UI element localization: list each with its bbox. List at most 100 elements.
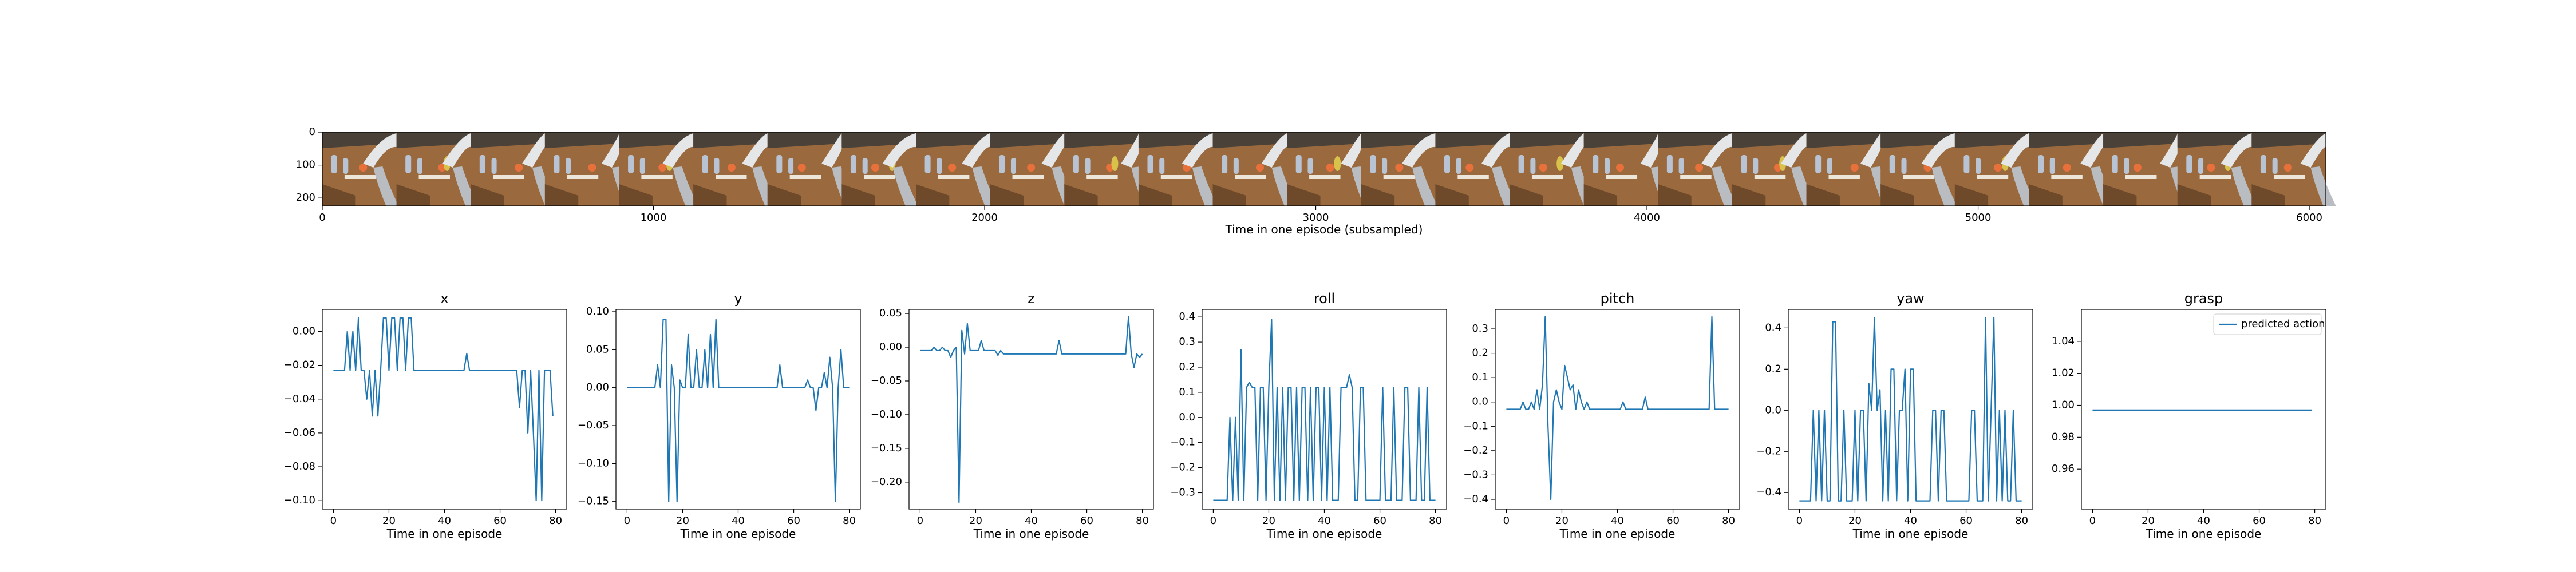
- frame-cloth: [1160, 175, 1192, 179]
- frame-robot-arm: [522, 133, 545, 168]
- ytick-label: 0.3: [1179, 336, 1195, 348]
- ytick-label: −0.05: [578, 419, 609, 431]
- frame-robot-arm: [1931, 166, 1957, 206]
- frame-banana: [1334, 156, 1341, 171]
- frame-table: [544, 144, 619, 206]
- frame-23: [1954, 132, 2037, 206]
- ytick-label: 0.00: [293, 325, 315, 337]
- frame-bottle: [1307, 158, 1313, 174]
- frame-bottle: [1444, 155, 1450, 173]
- frame-17: [1510, 132, 1597, 206]
- ytick-label: 0.0: [1765, 404, 1781, 416]
- legend-box: [2213, 313, 2322, 335]
- frame-20: [1732, 132, 1817, 206]
- frame-bottle: [1815, 155, 1822, 173]
- frame-cloth: [864, 175, 895, 179]
- panel-xlabel: Time in one episode: [1559, 527, 1676, 541]
- panel-title: grasp: [2184, 291, 2223, 307]
- frame-bottle: [2272, 158, 2278, 174]
- ytick-label: 0.1: [1179, 386, 1195, 398]
- frame-bottle: [1827, 158, 1832, 174]
- frame-bottle: [1976, 158, 1981, 174]
- panel-yaw: 0 20 40 60 80 −0.4 −0.2 0.0 0.2 0.4 yaw Time in one…: [1756, 291, 2033, 541]
- frame-table-edge: [1212, 184, 1246, 206]
- frame-cloth: [418, 175, 450, 179]
- xtick-label: 20: [2142, 515, 2155, 527]
- frame-table-edge: [322, 184, 356, 206]
- frame-bottle: [1456, 158, 1461, 174]
- xtick-label: 80: [1136, 515, 1149, 527]
- panel-title: z: [1028, 291, 1035, 307]
- frame-bottle: [1678, 158, 1684, 174]
- frame-bottle: [2112, 155, 2118, 173]
- frame-table-edge: [916, 184, 950, 206]
- frame-robot-arm: [742, 133, 768, 168]
- frame-table-edge: [396, 184, 430, 206]
- frame-5: [619, 132, 698, 206]
- frame-orange: [948, 164, 957, 172]
- series-line-yaw: [1799, 317, 2022, 502]
- frame-bottle: [1010, 158, 1016, 174]
- frame-bottle: [343, 158, 349, 174]
- ytick-label: −0.02: [284, 359, 315, 371]
- frame-orange: [588, 164, 596, 172]
- frame-19: [1658, 132, 1737, 206]
- frame-cloth: [2125, 175, 2157, 179]
- filmstrip-xtick-label: 0: [319, 212, 325, 224]
- frame-robot-arm: [2300, 133, 2326, 168]
- xtick-label: 80: [843, 515, 856, 527]
- frame-table: [1806, 144, 1881, 206]
- frame-table-edge: [1880, 184, 1914, 206]
- frame-table: [1583, 144, 1658, 206]
- frame-10: [990, 132, 1077, 206]
- panel-xlabel: Time in one episode: [1266, 527, 1382, 541]
- filmstrip-xtick-label: 4000: [1634, 212, 1660, 224]
- frame-robot-arm: [1192, 166, 1218, 206]
- ytick-label: −0.10: [578, 457, 609, 469]
- frame-cloth: [1754, 175, 1786, 179]
- frame-26: [2177, 132, 2257, 206]
- ytick-label: −0.3: [1463, 468, 1488, 480]
- frame-cloth: [789, 175, 821, 179]
- xtick-label: 40: [732, 515, 745, 527]
- frame-bottle: [1382, 158, 1388, 174]
- frame-table-edge: [471, 184, 504, 206]
- frame-8: [841, 132, 918, 206]
- frame-orange: [1395, 164, 1404, 172]
- frame-table-edge: [1435, 184, 1469, 206]
- frame-robot-arm: [1560, 133, 1584, 168]
- frame-6: [693, 132, 778, 206]
- frame-cloth: [344, 175, 376, 179]
- filmstrip-xtick-label: 5000: [1965, 212, 1992, 224]
- ytick-label: −0.3: [1170, 486, 1195, 498]
- filmstrip-xtick-label: 3000: [1303, 212, 1329, 224]
- frame-robot-arm: [882, 133, 916, 168]
- panel-xlabel: Time in one episode: [386, 527, 503, 541]
- panel-pitch: 0 20 40 60 80 −0.4 −0.3 −0.2 −0.1 0.0 0.1 0.2 0.3 pit…: [1463, 291, 1740, 541]
- frame-cloth: [1309, 175, 1341, 179]
- frame-bottle: [405, 155, 412, 173]
- frame-robot-arm: [1712, 166, 1737, 206]
- xtick-label: 40: [1318, 515, 1331, 527]
- panel-xlabel: Time in one episode: [973, 527, 1089, 541]
- frame-bottle: [702, 155, 708, 173]
- frame-bottle: [1370, 155, 1376, 173]
- frame-orange: [1027, 164, 1036, 172]
- xtick-label: 20: [1848, 515, 1862, 527]
- frame-bottle: [776, 155, 783, 173]
- frame-bottle: [2198, 158, 2204, 174]
- frame-table-edge: [1064, 184, 1098, 206]
- frame-cloth: [2051, 175, 2083, 179]
- panel-title: y: [734, 291, 742, 307]
- ytick-label: −0.20: [871, 476, 902, 488]
- ytick-label: 0.0: [1179, 411, 1195, 423]
- frame-bottle: [937, 158, 942, 174]
- frame-bottle: [1741, 155, 1747, 173]
- frame-table-edge: [544, 184, 579, 206]
- ytick-label: −0.1: [1170, 436, 1195, 448]
- frame-banana: [1556, 156, 1564, 171]
- frame-25: [2103, 132, 2196, 206]
- frame-bottle: [1901, 158, 1907, 174]
- panel-y: 0 20 40 60 80 −0.15 −0.10 −0.05 0.00 0.05 0.10 y Tim…: [578, 291, 861, 541]
- frame-1: [322, 132, 399, 206]
